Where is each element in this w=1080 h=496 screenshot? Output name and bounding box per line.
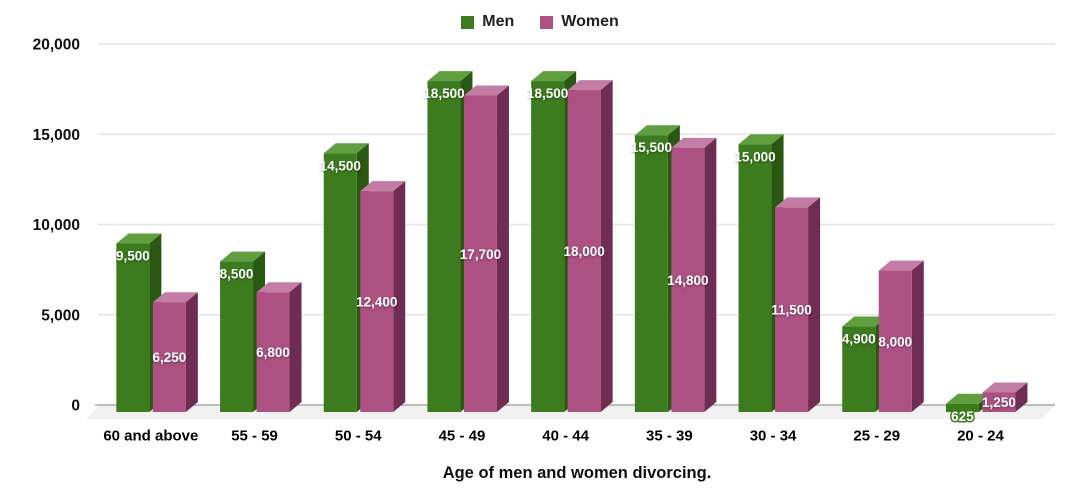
value-label-women: 11,500 xyxy=(771,303,812,318)
bar-front-face xyxy=(671,147,705,413)
x-tick-label: 40 - 44 xyxy=(542,428,589,445)
bar-top-face xyxy=(531,71,577,82)
bar-top-face xyxy=(360,181,406,192)
x-tick-label: 20 - 24 xyxy=(957,428,1004,445)
x-tick-label: 55 - 59 xyxy=(231,428,278,445)
legend-swatch-women xyxy=(540,15,554,29)
bar-front-face xyxy=(775,207,809,412)
bar-top-face xyxy=(152,292,198,303)
bar-front-face xyxy=(738,144,772,412)
value-label-men: 14,500 xyxy=(320,158,361,173)
x-tick-label: 30 - 34 xyxy=(750,428,797,445)
bar-front-face xyxy=(567,90,601,412)
y-tick-label: 15,000 xyxy=(33,127,80,144)
bar-top-face xyxy=(427,71,473,82)
bar-front-face xyxy=(531,81,565,412)
bar-women-1 xyxy=(256,282,302,412)
value-label-women: 12,400 xyxy=(356,295,397,310)
legend-item-women: Women xyxy=(540,13,619,31)
y-tick-label: 5,000 xyxy=(41,307,80,324)
bar-women-5 xyxy=(671,137,717,413)
bar-top-face xyxy=(738,134,784,145)
bar-top-face xyxy=(634,125,680,136)
bar-front-face xyxy=(256,292,290,412)
bar-front-face xyxy=(878,270,912,412)
bar-side-face xyxy=(911,260,924,412)
value-label-women: 18,000 xyxy=(564,244,605,259)
x-tick-label: 45 - 49 xyxy=(439,428,486,445)
legend-label: Men xyxy=(482,13,515,30)
bar-side-face xyxy=(704,137,717,413)
value-label-women: 1,250 xyxy=(982,395,1016,410)
bar-top-face xyxy=(463,85,509,96)
legend-label: Women xyxy=(561,13,619,30)
value-label-men: 625 xyxy=(951,409,974,424)
bar-front-face xyxy=(152,302,186,412)
bar-women-0 xyxy=(152,292,198,412)
value-label-women: 14,800 xyxy=(667,273,708,288)
x-tick-label: 60 and above xyxy=(103,428,198,445)
bar-front-face xyxy=(323,153,357,412)
bar-top-face xyxy=(220,251,266,262)
bar-women-2 xyxy=(360,181,406,412)
bar-front-face xyxy=(463,95,497,412)
x-axis-title: Age of men and women divorcing. xyxy=(442,464,712,482)
bar-top-face xyxy=(567,80,613,91)
bar-front-face xyxy=(116,243,150,412)
bar-side-face xyxy=(393,181,406,412)
value-label-women: 17,700 xyxy=(460,247,501,262)
bar-front-face xyxy=(982,392,1016,412)
legend: Men Women xyxy=(0,13,1080,31)
bar-front-face xyxy=(360,191,394,412)
bar-women-4 xyxy=(567,80,613,412)
bar-top-face xyxy=(945,393,991,404)
bar-top-face xyxy=(982,382,1028,393)
legend-item-men: Men xyxy=(461,13,514,31)
bar-women-7 xyxy=(878,260,924,412)
x-tick-label: 25 - 29 xyxy=(853,428,900,445)
y-tick-label: 20,000 xyxy=(33,37,80,54)
bar-top-face xyxy=(775,197,821,208)
bar-front-face xyxy=(427,81,461,412)
value-label-men: 15,500 xyxy=(631,140,672,155)
bar-top-face xyxy=(256,282,302,293)
value-label-women: 8,000 xyxy=(878,334,912,349)
bar-women-6 xyxy=(775,197,821,412)
bar-side-face xyxy=(496,85,509,412)
y-tick-label: 0 xyxy=(71,398,80,415)
value-label-men: 18,500 xyxy=(527,86,568,101)
x-tick-label: 50 - 54 xyxy=(335,428,382,445)
legend-swatch-men xyxy=(461,15,475,29)
bar-top-face xyxy=(842,316,888,327)
bar-front-face xyxy=(945,403,979,412)
x-tick-label: 35 - 39 xyxy=(646,428,693,445)
bar-women-3 xyxy=(463,85,509,412)
bar-front-face xyxy=(634,135,668,412)
bar-men-4 xyxy=(531,71,577,412)
bar-front-face xyxy=(842,326,876,412)
bar-top-face xyxy=(323,143,369,154)
bar-side-face xyxy=(185,292,198,412)
value-label-men: 8,500 xyxy=(220,267,254,282)
bar-top-face xyxy=(878,260,924,271)
bar-top-face xyxy=(671,137,717,148)
bar-women-8 xyxy=(982,382,1028,412)
y-tick-label: 10,000 xyxy=(33,217,80,234)
bar-side-face xyxy=(289,282,302,412)
value-label-men: 18,500 xyxy=(423,86,464,101)
bar-top-face xyxy=(116,233,162,244)
value-label-men: 4,900 xyxy=(842,332,876,347)
value-label-men: 15,000 xyxy=(734,149,775,164)
value-label-men: 9,500 xyxy=(116,249,150,264)
bar-front-face xyxy=(220,261,254,412)
value-label-women: 6,250 xyxy=(152,350,186,365)
bar-side-face xyxy=(808,197,821,412)
value-label-women: 6,800 xyxy=(256,345,290,360)
bar-side-face xyxy=(600,80,613,412)
bar-side-face xyxy=(1015,382,1028,412)
